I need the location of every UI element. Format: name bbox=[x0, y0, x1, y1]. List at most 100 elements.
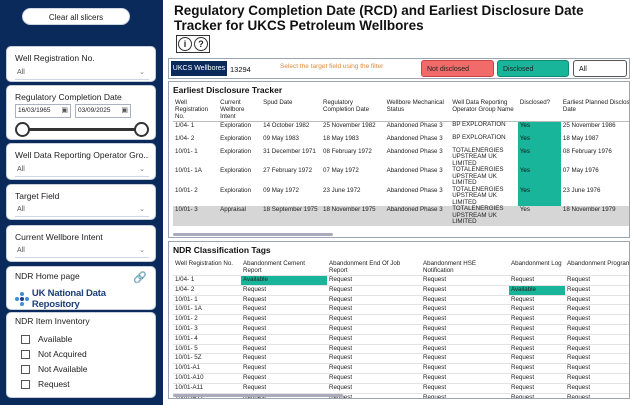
all-button[interactable]: All bbox=[573, 60, 627, 77]
table-row[interactable]: 10/01- 1 Exploration 31 December 1971 08 Fe… bbox=[173, 147, 629, 167]
table-cell[interactable]: Request bbox=[241, 333, 327, 345]
table-cell[interactable]: Request bbox=[327, 275, 421, 286]
info-icon[interactable]: i bbox=[178, 37, 192, 51]
column-header[interactable]: Spud Date bbox=[261, 98, 321, 122]
checkbox[interactable] bbox=[21, 379, 30, 389]
table-row[interactable]: 10/01-A11 Request Request Request Request Req… bbox=[173, 382, 629, 394]
column-header[interactable]: Well Registration No. bbox=[173, 98, 219, 122]
table-cell[interactable]: Request bbox=[565, 382, 629, 394]
column-header[interactable]: Disclosed? bbox=[517, 98, 561, 122]
operator-group-dropdown[interactable]: All ⌄ bbox=[15, 163, 149, 177]
table-row[interactable]: 10/01- 5Z Request Request Request Request Req… bbox=[173, 353, 629, 364]
table-cell[interactable]: Request bbox=[241, 363, 327, 374]
tracker-scrollbar[interactable] bbox=[173, 233, 333, 236]
table-cell[interactable]: Request bbox=[327, 323, 421, 335]
table-cell[interactable]: Request bbox=[509, 275, 565, 286]
inventory-option-available[interactable]: Available bbox=[21, 334, 72, 344]
table-cell[interactable]: Request bbox=[241, 284, 327, 296]
table-cell[interactable]: Request bbox=[565, 314, 629, 325]
table-cell[interactable]: Request bbox=[565, 343, 629, 354]
table-row[interactable]: 1/04- 1 Available Request Request Request Req… bbox=[173, 275, 629, 286]
table-row[interactable]: 10/01- 1A Request Request Request Request Req… bbox=[173, 304, 629, 315]
table-cell[interactable]: Available bbox=[241, 275, 327, 286]
table-row[interactable]: 10/01- 3 Request Request Request Request Requ… bbox=[173, 323, 629, 335]
table-row[interactable]: 10/01- 5 Request Request Request Request Requ… bbox=[173, 343, 629, 354]
table-cell[interactable]: Request bbox=[509, 372, 565, 384]
column-header[interactable]: Well Registration No. bbox=[175, 260, 234, 267]
ndr-home-card[interactable]: NDR Home page 🔗 UK National Data Reposit… bbox=[6, 266, 156, 310]
table-cell[interactable]: Request bbox=[241, 382, 327, 394]
table-cell[interactable]: Request bbox=[565, 372, 629, 384]
date-slider-end-handle[interactable] bbox=[134, 122, 149, 137]
table-row[interactable]: 1/04- 2 Exploration 09 May 1983 18 May 1983… bbox=[173, 134, 629, 148]
table-cell[interactable]: Request bbox=[241, 353, 327, 364]
inventory-option-not-available[interactable]: Not Available bbox=[21, 364, 87, 374]
table-cell[interactable]: Request bbox=[509, 353, 565, 364]
column-header[interactable]: Abandonment Cement Report bbox=[243, 260, 305, 274]
table-cell[interactable]: Request bbox=[327, 304, 421, 315]
table-cell[interactable]: Request bbox=[421, 284, 509, 296]
table-cell[interactable]: Request bbox=[327, 343, 421, 354]
table-cell[interactable]: Request bbox=[421, 382, 509, 394]
table-cell[interactable]: Request bbox=[327, 353, 421, 364]
date-to-input[interactable]: 03/09/2025 ▣ bbox=[75, 104, 131, 118]
table-cell[interactable]: Request bbox=[241, 304, 327, 315]
date-slider-track[interactable] bbox=[23, 128, 135, 131]
column-header[interactable]: Abandonment HSE Notification bbox=[423, 260, 476, 274]
table-cell[interactable]: Request bbox=[421, 304, 509, 315]
table-cell[interactable]: Request bbox=[565, 294, 629, 305]
table-cell[interactable]: Request bbox=[327, 284, 421, 296]
date-from-input[interactable]: 16/03/1965 ▣ bbox=[15, 104, 71, 118]
table-cell[interactable]: Request bbox=[241, 294, 327, 305]
date-slider-start-handle[interactable] bbox=[15, 122, 30, 137]
well-registration-dropdown[interactable]: All ⌄ bbox=[15, 66, 149, 80]
table-row[interactable]: 10/01- 2 Exploration 09 May 1972 23 June 19… bbox=[173, 186, 629, 206]
table-cell[interactable]: Request bbox=[509, 304, 565, 315]
table-row[interactable]: 10/01- 2 Request Request Request Request Requ… bbox=[173, 314, 629, 325]
table-cell[interactable]: Request bbox=[565, 333, 629, 345]
table-row[interactable]: 10/01- 4 Request Request Request Request Requ… bbox=[173, 333, 629, 345]
table-cell[interactable]: Request bbox=[421, 333, 509, 345]
ndr-logo[interactable]: UK National Data Repository bbox=[15, 288, 155, 310]
calendar-icon[interactable]: ▣ bbox=[121, 107, 128, 114]
table-cell[interactable]: Request bbox=[241, 323, 327, 335]
inventory-option-request[interactable]: Request bbox=[21, 379, 70, 389]
table-cell[interactable]: Request bbox=[327, 372, 421, 384]
table-cell[interactable]: Request bbox=[509, 392, 565, 398]
table-cell[interactable]: Request bbox=[241, 314, 327, 325]
table-cell[interactable]: Request bbox=[421, 363, 509, 374]
not-disclosed-button[interactable]: Not disclosed bbox=[421, 60, 494, 77]
table-cell[interactable]: Request bbox=[509, 294, 565, 305]
table-cell[interactable]: Request bbox=[565, 363, 629, 374]
help-icon[interactable]: ? bbox=[194, 37, 208, 51]
table-cell[interactable]: Request bbox=[421, 343, 509, 354]
table-cell[interactable]: Request bbox=[509, 314, 565, 325]
table-cell[interactable]: Request bbox=[421, 392, 509, 398]
column-header[interactable]: Abandonment End Of Job Report bbox=[329, 260, 401, 274]
table-row[interactable]: 1/04- 2 Request Request Request Available Req… bbox=[173, 284, 629, 296]
table-row[interactable]: 10/01- 1A Exploration 27 February 1972 07 M… bbox=[173, 166, 629, 187]
table-cell[interactable]: Request bbox=[421, 372, 509, 384]
table-cell[interactable]: Request bbox=[509, 363, 565, 374]
column-header[interactable]: Well Data Reporting Operator Group Name bbox=[450, 98, 518, 122]
table-cell[interactable]: Request bbox=[421, 314, 509, 325]
table-cell[interactable]: Request bbox=[327, 363, 421, 374]
table-row[interactable]: 10/01-A1 Request Request Request Request Requ… bbox=[173, 363, 629, 374]
table-cell[interactable]: Request bbox=[241, 343, 327, 354]
checkbox[interactable] bbox=[21, 364, 30, 374]
table-cell[interactable]: Request bbox=[421, 323, 509, 335]
tags-scrollbar[interactable] bbox=[173, 394, 343, 397]
wellbore-intent-dropdown[interactable]: All ⌄ bbox=[15, 244, 149, 258]
table-cell[interactable]: Request bbox=[327, 333, 421, 345]
table-row[interactable]: 10/01-A10 Request Request Request Request Req… bbox=[173, 372, 629, 384]
column-header[interactable]: Abandonment Program bbox=[567, 260, 630, 267]
table-cell[interactable]: Request bbox=[241, 372, 327, 384]
disclosed-button[interactable]: Disclosed bbox=[497, 60, 569, 77]
column-header[interactable]: Current Wellbore Intent bbox=[218, 98, 262, 122]
table-cell[interactable]: Request bbox=[509, 382, 565, 394]
table-cell[interactable]: Request bbox=[565, 353, 629, 364]
table-cell[interactable]: Request bbox=[327, 382, 421, 394]
table-cell[interactable]: Request bbox=[565, 275, 629, 286]
table-row[interactable]: 10/01- 3 Appraisal 18 September 1975 18 Nov… bbox=[173, 205, 629, 226]
table-cell[interactable]: Request bbox=[565, 323, 629, 335]
